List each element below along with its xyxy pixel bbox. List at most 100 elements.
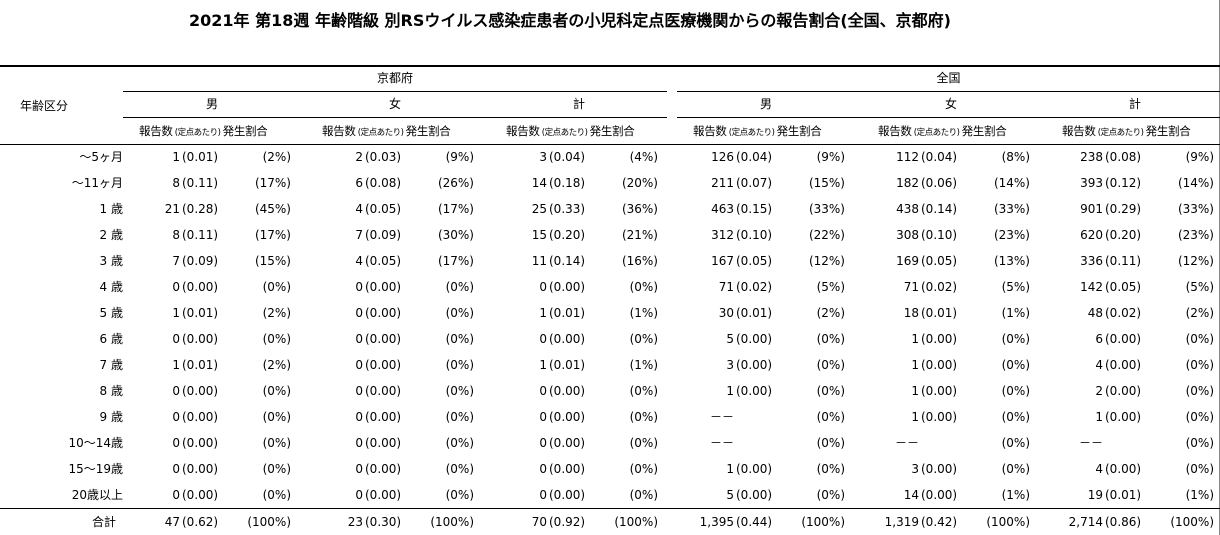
total-row: 合計 47 (0.62) (100%) 23 (0.30) (100%) 70 (0.92) (1… xyxy=(0,509,1220,535)
per-site-cell: (0.00) xyxy=(1105,358,1142,372)
per-site-cell: (0.14) xyxy=(549,254,586,268)
age-cell: 4 歳 xyxy=(99,280,123,294)
count-cell: 8 xyxy=(172,176,180,190)
per-site-cell: (0.00) xyxy=(365,488,402,502)
count-cell: 0 xyxy=(539,384,547,398)
page-title: 2021年 第18週 年齢階級 別RSウイルス感染症患者の小児科定点医療機関から… xyxy=(189,11,951,30)
age-cell: 合計 xyxy=(92,515,117,529)
age-header: 年齢区分 xyxy=(20,99,69,113)
per-site-cell: (0.42) xyxy=(921,515,958,529)
per-site-cell: (0.11) xyxy=(182,228,219,242)
per-site-cell: (0.00) xyxy=(182,384,219,398)
rate-cell: (0%) xyxy=(629,410,658,424)
rate-cell: (0%) xyxy=(1185,436,1214,450)
rate-cell: (0%) xyxy=(629,384,658,398)
rate-cell: (0%) xyxy=(1185,410,1214,424)
sex-header: 女 xyxy=(944,97,957,111)
count-cell: 4 xyxy=(355,254,363,268)
count-cell: －－ xyxy=(894,436,919,450)
per-site-cell: (0.00) xyxy=(365,358,402,372)
rate-cell: (30%) xyxy=(437,228,474,242)
per-site-cell: (0.08) xyxy=(365,176,402,190)
per-site-cell: (0.00) xyxy=(921,384,958,398)
count-cell: 0 xyxy=(539,410,547,424)
per-site-cell: (0.00) xyxy=(365,384,402,398)
count-cell: －－ xyxy=(1078,436,1103,450)
col-rate-label: 発生割合 xyxy=(589,124,635,138)
per-site-cell: (0.09) xyxy=(365,228,402,242)
rate-cell: (26%) xyxy=(437,176,474,190)
count-cell: 1 xyxy=(911,410,919,424)
count-cell: 0 xyxy=(539,436,547,450)
col-rate-label: 発生割合 xyxy=(961,124,1007,138)
count-cell: 0 xyxy=(539,488,547,502)
count-cell: 3 xyxy=(726,358,734,372)
rate-cell: (17%) xyxy=(254,176,291,190)
per-site-cell: (0.00) xyxy=(921,358,958,372)
per-site-cell: (0.01) xyxy=(1105,488,1142,502)
col-rate-label: 発生割合 xyxy=(222,124,268,138)
per-site-cell: (0.03) xyxy=(365,150,402,164)
per-site-cell: (0.01) xyxy=(736,306,773,320)
age-cell: 5 歳 xyxy=(99,306,123,320)
rate-cell: (0%) xyxy=(816,488,845,502)
col-count-label: 報告数 xyxy=(506,124,540,138)
count-cell: 1 xyxy=(172,150,180,164)
rate-cell: (0%) xyxy=(629,462,658,476)
column-subheader: 報告数 (定点あたり) 発生割合 xyxy=(139,124,268,140)
age-cell: ～11ヶ月 xyxy=(71,176,123,190)
table-row: 3 歳 7 (0.09) (15%) 4 (0.05) (17%) 11 (0.14) (16%)… xyxy=(0,248,1220,274)
rate-cell: (33%) xyxy=(808,202,845,216)
count-cell: 0 xyxy=(539,280,547,294)
per-site-cell: (0.01) xyxy=(182,306,219,320)
count-cell: 169 xyxy=(896,254,919,268)
rate-cell: (0%) xyxy=(445,280,474,294)
count-cell: 182 xyxy=(896,176,919,190)
national-header: 全国 xyxy=(936,71,961,85)
count-cell: 23 xyxy=(347,515,363,529)
count-cell: 0 xyxy=(355,384,363,398)
per-site-cell: (0.05) xyxy=(921,254,958,268)
count-cell: 0 xyxy=(355,410,363,424)
per-site-cell: (0.01) xyxy=(549,358,586,372)
table-row: 9 歳 0 (0.00) (0%) 0 (0.00) (0%) 0 (0.00) (0%) －－ (0… xyxy=(0,404,1220,430)
per-site-cell: (0.08) xyxy=(1105,150,1142,164)
per-site-cell: (0.00) xyxy=(921,488,958,502)
rate-cell: (15%) xyxy=(808,176,845,190)
rate-cell: (0%) xyxy=(445,410,474,424)
count-cell: 1 xyxy=(172,358,180,372)
table-row: ～11ヶ月 8 (0.11) (17%) 6 (0.08) (26%) 14 (0.18) (20… xyxy=(0,170,1220,196)
col-rate-label: 発生割合 xyxy=(1145,124,1191,138)
count-cell: 0 xyxy=(355,488,363,502)
col-per-site-label: (定点あたり) xyxy=(539,128,590,138)
rate-cell: (1%) xyxy=(1001,488,1030,502)
national-sex-rule xyxy=(677,117,1220,118)
per-site-cell: (0.00) xyxy=(549,462,586,476)
count-cell: 211 xyxy=(711,176,734,190)
per-site-cell: (0.33) xyxy=(549,202,586,216)
table-row: 2 歳 8 (0.11) (17%) 7 (0.09) (30%) 15 (0.20) (21%)… xyxy=(0,222,1220,248)
count-cell: 6 xyxy=(355,176,363,190)
rate-cell: (0%) xyxy=(629,280,658,294)
per-site-cell: (0.62) xyxy=(182,515,219,529)
count-cell: 463 xyxy=(711,202,734,216)
col-count-label: 報告数 xyxy=(322,124,356,138)
per-site-cell: (0.05) xyxy=(365,254,402,268)
rate-cell: (100%) xyxy=(801,515,845,529)
table-row: 1 歳 21 (0.28) (45%) 4 (0.05) (17%) 25 (0.33) (36%… xyxy=(0,196,1220,222)
per-site-cell: (0.30) xyxy=(365,515,402,529)
table-row: 20歳以上 0 (0.00) (0%) 0 (0.00) (0%) 0 (0.00) (0%) 5(… xyxy=(0,482,1220,508)
rate-cell: (1%) xyxy=(1185,488,1214,502)
per-site-cell: (0.00) xyxy=(365,280,402,294)
per-site-cell: (0.10) xyxy=(736,228,773,242)
table-row: 5 歳 1 (0.01) (2%) 0 (0.00) (0%) 1 (0.01) (1%) 30 (0… xyxy=(0,300,1220,326)
rate-cell: (0%) xyxy=(816,436,845,450)
rate-cell: (0%) xyxy=(1001,410,1030,424)
count-cell: 0 xyxy=(172,280,180,294)
rate-cell: (5%) xyxy=(1001,280,1030,294)
column-subheader: 報告数 (定点あたり) 発生割合 xyxy=(1062,124,1191,140)
rate-cell: (100%) xyxy=(430,515,474,529)
national-region-rule xyxy=(677,91,1220,92)
rate-cell: (0%) xyxy=(445,384,474,398)
count-cell: 47 xyxy=(164,515,180,529)
